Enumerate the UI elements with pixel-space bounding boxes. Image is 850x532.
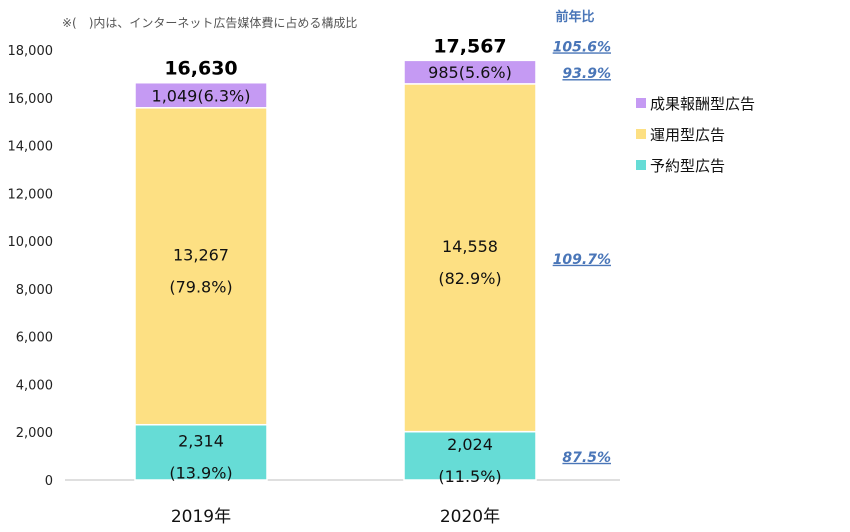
- bar-segment: [134, 81, 268, 109]
- total-label: 17,567: [433, 35, 506, 57]
- bar-segment: [403, 59, 537, 85]
- y-tick-label: 12,000: [8, 187, 54, 202]
- yoy-series-label: 93.9%: [562, 66, 611, 82]
- legend-swatch: [636, 129, 646, 139]
- legend-swatch: [636, 98, 646, 108]
- y-tick-label: 0: [45, 474, 53, 489]
- yoy-total-label: 105.6%: [553, 39, 611, 55]
- y-axis: 0 2,000 4,000 6,000 8,000 10,000 12,000 14,000 1…: [8, 44, 620, 489]
- legend-label: 予約型広告: [650, 157, 725, 175]
- yoy-series-label: 109.7%: [553, 252, 611, 268]
- total-label: 16,630: [164, 58, 237, 80]
- yoy-header: 前年比: [555, 9, 594, 25]
- bar-segment: [134, 107, 268, 426]
- segment-value-label: 985(5.6%): [428, 63, 512, 82]
- segment-value-label: 14,558: [442, 237, 498, 256]
- y-tick-label: 14,000: [8, 140, 54, 155]
- segment-value-label: 2,314: [178, 431, 224, 450]
- y-tick-label: 16,000: [8, 92, 54, 107]
- segment-share-label: (11.5%): [438, 467, 501, 486]
- y-tick-label: 8,000: [16, 283, 53, 298]
- x-category-label: 2019年: [171, 507, 231, 527]
- y-tick-label: 2,000: [16, 426, 53, 441]
- y-tick-label: 6,000: [16, 331, 53, 346]
- yoy-labels: 105.6% 87.5% 109.7% 93.9%: [553, 39, 611, 465]
- x-category-label: 2020年: [440, 507, 500, 527]
- y-tick-label: 4,000: [16, 378, 53, 393]
- data-labels: 2,314 (13.9%) 13,267 (79.8%) 1,049(6.3%) 16,6…: [152, 35, 512, 527]
- legend-swatch: [636, 160, 646, 170]
- segment-share-label: (13.9%): [169, 463, 232, 482]
- segment-share-label: (79.8%): [169, 277, 232, 296]
- yoy-series-label: 87.5%: [562, 450, 611, 466]
- bars: [134, 59, 537, 481]
- legend-label: 運用型広告: [650, 126, 725, 144]
- segment-share-label: (82.9%): [438, 269, 501, 288]
- y-tick-label: 18,000: [8, 44, 54, 59]
- y-tick-label: 10,000: [8, 235, 54, 250]
- legend-label: 成果報酬型広告: [650, 95, 755, 113]
- bar-segment: [403, 83, 537, 433]
- segment-value-label: 13,267: [173, 245, 229, 264]
- segment-value-label: 1,049(6.3%): [152, 86, 251, 105]
- segment-value-label: 2,024: [447, 435, 493, 454]
- bar-segment: [403, 430, 537, 481]
- composition-note: ※( )内は、インターネット広告媒体費に占める構成比: [62, 15, 357, 30]
